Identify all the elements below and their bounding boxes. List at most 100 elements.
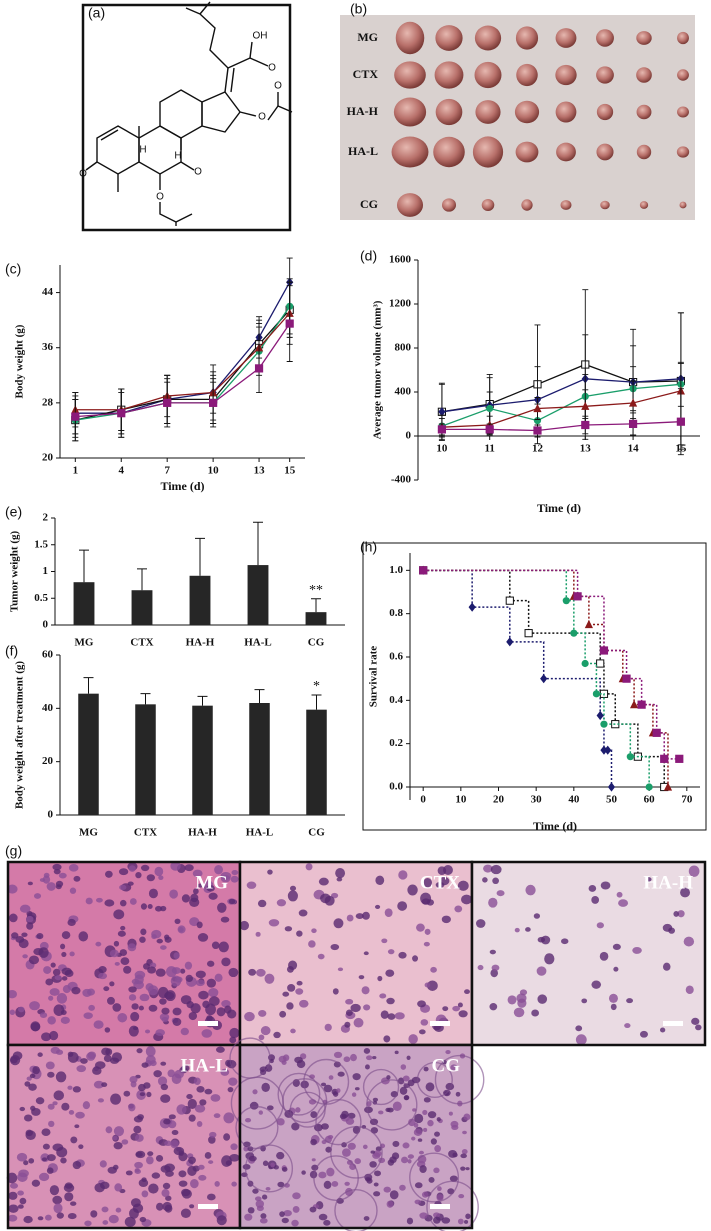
nucleus xyxy=(63,1183,75,1193)
annotation: ** xyxy=(309,583,323,598)
nucleus xyxy=(464,989,470,995)
nucleus xyxy=(38,947,49,958)
nucleus xyxy=(430,966,437,973)
nucleus xyxy=(80,1058,88,1064)
nucleus xyxy=(30,1105,36,1111)
nucleus xyxy=(75,1111,85,1119)
nucleus xyxy=(392,1101,402,1111)
nucleus xyxy=(129,1076,138,1084)
nucleus xyxy=(197,933,209,942)
nucleus xyxy=(178,926,184,933)
marker xyxy=(524,629,533,638)
nucleus xyxy=(141,1062,149,1068)
nucleus xyxy=(389,1156,397,1164)
nucleus xyxy=(335,868,346,879)
nucleus xyxy=(385,1107,391,1112)
nucleus xyxy=(423,941,430,947)
nucleus xyxy=(206,978,216,988)
nucleus xyxy=(255,931,261,937)
nucleus xyxy=(346,914,354,922)
nucleus xyxy=(407,884,418,896)
nucleus xyxy=(209,1131,217,1138)
nucleus xyxy=(181,1188,191,1197)
nucleus xyxy=(101,1082,108,1088)
y-tick-label: 0.8 xyxy=(389,607,403,619)
tumor xyxy=(677,69,689,81)
y-tick-label: 40 xyxy=(42,702,54,714)
nucleus xyxy=(281,1166,288,1172)
nucleus xyxy=(419,1212,428,1219)
marker xyxy=(505,596,514,605)
nucleus xyxy=(53,1090,65,1101)
nucleus xyxy=(115,1207,122,1213)
nucleus xyxy=(257,899,267,908)
nucleus xyxy=(402,1142,410,1149)
nucleus xyxy=(158,875,164,880)
marker xyxy=(533,426,542,435)
nucleus xyxy=(19,904,31,913)
x-tick-label: 60 xyxy=(644,794,656,806)
nucleus xyxy=(413,1122,419,1128)
nucleus xyxy=(64,969,74,978)
nucleus xyxy=(425,1082,435,1092)
nucleus xyxy=(11,932,19,939)
photo-label: CG xyxy=(360,197,378,211)
nucleus xyxy=(677,910,685,918)
nucleus xyxy=(220,916,230,923)
nucleus xyxy=(117,1012,128,1023)
tumor xyxy=(515,26,539,50)
nucleus xyxy=(60,1016,70,1024)
nucleus xyxy=(412,1108,417,1112)
nucleus xyxy=(291,1122,300,1131)
marker xyxy=(663,782,673,791)
nucleus xyxy=(458,1010,468,1018)
nucleus xyxy=(107,1166,117,1174)
nucleus xyxy=(198,1164,205,1170)
panel-label: (a) xyxy=(88,5,105,21)
nucleus xyxy=(148,1183,159,1194)
x-tick-label: CG xyxy=(308,827,325,839)
error-bar xyxy=(254,689,265,703)
nucleus xyxy=(683,936,695,947)
nucleus xyxy=(477,964,484,971)
tumor xyxy=(679,201,687,209)
nucleus xyxy=(192,869,203,878)
marker xyxy=(485,425,494,434)
nucleus xyxy=(386,997,395,1005)
nucleus xyxy=(130,1011,140,1022)
x-tick-label: 40 xyxy=(568,794,580,806)
nucleus xyxy=(8,913,18,923)
nucleus xyxy=(310,1111,318,1119)
marker xyxy=(660,754,669,763)
nucleus xyxy=(164,936,172,943)
nucleus xyxy=(342,1148,351,1157)
nucleus xyxy=(121,1139,129,1145)
nucleus xyxy=(215,1046,225,1053)
nucleus xyxy=(47,1016,56,1025)
nucleus xyxy=(25,1129,33,1137)
nucleus xyxy=(72,1160,82,1170)
series-line xyxy=(75,309,291,421)
tumor xyxy=(481,198,495,212)
x-tick-label: 20 xyxy=(493,794,505,806)
nucleus xyxy=(537,994,548,1004)
bar xyxy=(247,565,269,625)
nucleus xyxy=(130,1198,141,1208)
nucleus xyxy=(258,1110,263,1115)
nucleus xyxy=(140,864,150,872)
nucleus xyxy=(45,978,54,986)
y-tick-label: 20 xyxy=(42,755,54,767)
nucleus xyxy=(172,1017,182,1027)
cell xyxy=(366,1079,418,1131)
series-line xyxy=(441,421,681,432)
nucleus xyxy=(198,990,209,1000)
nucleus xyxy=(33,893,42,899)
nucleus xyxy=(128,986,137,993)
nucleus xyxy=(61,931,71,940)
tumor xyxy=(639,201,649,209)
nucleus xyxy=(373,1191,381,1197)
marker xyxy=(570,629,578,637)
nucleus xyxy=(50,1046,60,1054)
x-tick-label: 13 xyxy=(254,465,266,477)
nucleus xyxy=(268,919,280,927)
